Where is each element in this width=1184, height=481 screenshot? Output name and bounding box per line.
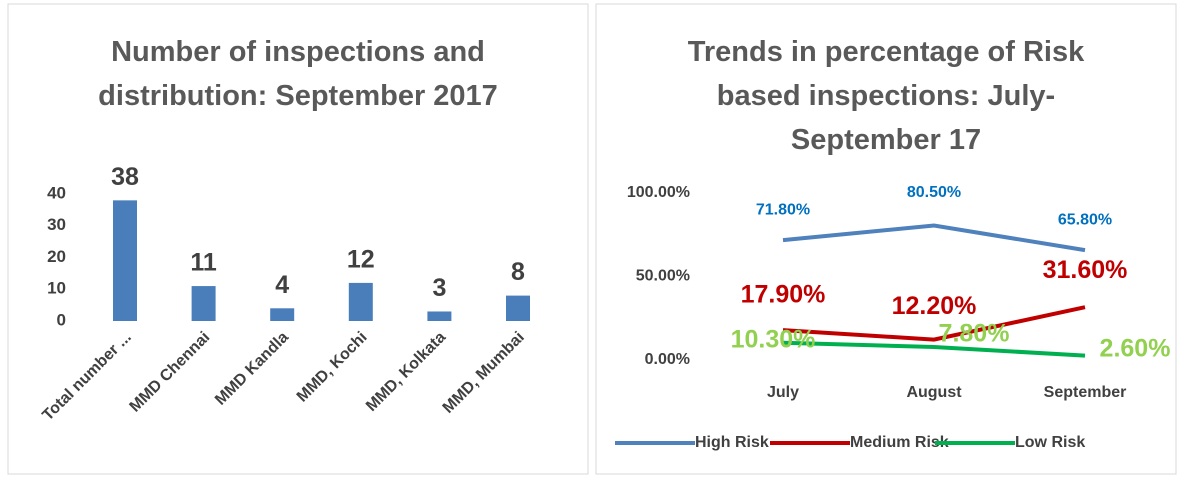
data-label: 2.60%: [1100, 334, 1171, 362]
bar: [348, 282, 373, 321]
y-tick-label: 30: [47, 215, 66, 234]
legend-label: Low Risk: [1015, 434, 1085, 451]
data-label: 12: [347, 246, 375, 274]
y-tick-label: 0: [57, 310, 66, 329]
x-tick-label: July: [767, 384, 799, 401]
data-label: 10.30%: [731, 325, 816, 353]
y-tick-label: 10: [47, 279, 66, 298]
bar: [427, 311, 452, 321]
data-label: 4: [275, 271, 289, 299]
legend-label: Medium Risk: [850, 434, 949, 451]
line: [782, 223, 1086, 253]
y-tick-label: 50.00%: [636, 268, 690, 285]
data-label: 38: [111, 163, 139, 191]
data-label: 80.50%: [907, 184, 961, 201]
y-tick-label: 0.00%: [645, 351, 690, 368]
data-label: 7.80%: [939, 320, 1010, 348]
bar: [506, 295, 530, 321]
y-tick-label: 100.00%: [627, 184, 690, 201]
x-tick-label: MMD, Kochi: [294, 329, 371, 406]
data-label: 11: [190, 249, 217, 277]
data-label: 3: [432, 274, 446, 302]
legend-label: High Risk: [695, 434, 769, 451]
y-tick-label: 20: [47, 247, 66, 266]
chart-title: Trends in percentage of Risk based inspe…: [687, 36, 1085, 156]
y-tick-label: 40: [47, 183, 66, 202]
data-label: 12.20%: [892, 292, 977, 320]
x-tick-label: MMD, Kolkata: [363, 329, 449, 415]
data-label: 65.80%: [1058, 211, 1112, 228]
x-tick-label: September: [1044, 384, 1127, 401]
line: [782, 305, 1086, 342]
chart-title: Number of inspections and distribution: …: [98, 36, 498, 112]
right-panel: [595, 3, 1177, 475]
line: [782, 340, 1086, 358]
x-tick-label: MMD Kandla: [212, 329, 292, 409]
data-label: 17.90%: [741, 281, 826, 309]
data-label: 31.60%: [1043, 256, 1128, 284]
left-panel: [7, 3, 589, 475]
x-tick-label: MMD, Mumbai: [440, 329, 528, 417]
bar: [270, 308, 295, 321]
x-tick-label: MMD Chennai: [127, 329, 214, 416]
x-tick-label: August: [906, 384, 962, 401]
data-label: 8: [511, 258, 525, 286]
bar: [113, 200, 137, 321]
bar: [191, 286, 216, 321]
x-tick-label: Total number ...: [39, 329, 134, 424]
data-label: 71.80%: [756, 201, 810, 218]
